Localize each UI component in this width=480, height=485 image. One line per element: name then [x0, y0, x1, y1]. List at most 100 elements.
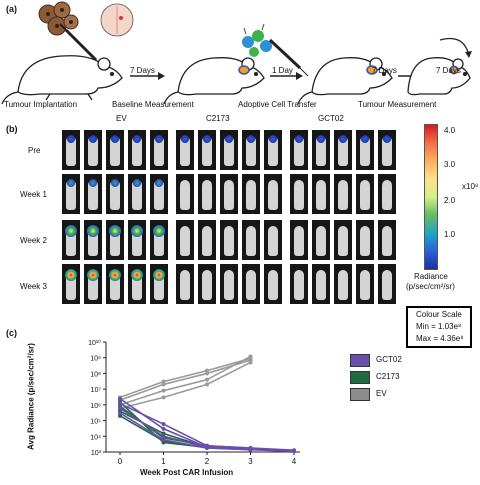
radiance-signal — [317, 135, 325, 143]
mouse-silhouette — [88, 180, 98, 210]
mouse-silhouette — [66, 180, 76, 210]
colour-scale-title: Colour Scale — [416, 310, 462, 319]
legend-swatch-ev — [350, 388, 370, 401]
mouse-silhouette — [338, 226, 348, 256]
y-tick-label: 10⁹ — [90, 356, 101, 363]
mouse-image-c2173-row2 — [198, 220, 216, 260]
mouse-image-ev-row1 — [106, 174, 124, 214]
mouse-silhouette — [382, 270, 392, 300]
mouse-image-ev-row1 — [128, 174, 146, 214]
mouse-silhouette — [316, 180, 326, 210]
radiance-signal — [109, 225, 121, 237]
legend-swatch-gct02 — [350, 354, 370, 367]
y-tick-label: 10⁴ — [90, 434, 101, 441]
mouse-silhouette — [316, 270, 326, 300]
mouse-image-ev-row0 — [84, 130, 102, 170]
radiance-signal — [65, 225, 77, 237]
mouse-image-c2173-row1 — [198, 174, 216, 214]
mouse-image-ev-row2 — [62, 220, 80, 260]
mouse-silhouette — [246, 136, 256, 166]
data-point-gct02 — [161, 437, 166, 442]
data-point-ev — [161, 395, 166, 400]
mouse-image-ev-row1 — [84, 174, 102, 214]
legend-item-c2173: C2173 — [350, 371, 422, 384]
mouse-silhouette — [132, 180, 142, 210]
colorbar-tick-2: 2.0 — [444, 196, 456, 205]
mouse-silhouette — [66, 136, 76, 166]
radiance-signal — [153, 269, 165, 281]
mouse-image-ev-row2 — [106, 220, 124, 260]
row-label-pre: Pre — [28, 146, 41, 155]
mouse-image-c2173-row1 — [264, 174, 282, 214]
radiance-signal — [87, 225, 99, 237]
colour-scale-max: Max = 4.36e⁸ — [416, 334, 464, 343]
mouse-silhouette — [338, 136, 348, 166]
mouse-image-gct02-row0 — [334, 130, 352, 170]
tumour-cells-icon — [38, 1, 79, 36]
radiance-signal — [269, 135, 277, 143]
mouse-silhouette — [180, 270, 190, 300]
mouse-image-gct02-row2 — [290, 220, 308, 260]
radiance-signal — [89, 135, 97, 143]
legend-label-gct02: GCT02 — [376, 355, 402, 364]
mouse-image-ev-row3 — [106, 264, 124, 304]
timeline-illustration — [1, 1, 472, 105]
mouse-silhouette — [338, 180, 348, 210]
mouse-image-gct02-row1 — [334, 174, 352, 214]
mouse-silhouette — [360, 180, 370, 210]
mouse-silhouette — [132, 226, 142, 256]
row-label-week3: Week 3 — [20, 282, 47, 291]
radiance-signal — [383, 135, 391, 143]
data-point-c2173 — [118, 413, 122, 418]
panel-c-label: (c) — [6, 328, 17, 338]
mouse-silhouette — [316, 136, 326, 166]
mouse-image-gct02-row3 — [334, 264, 352, 304]
mouse-image-gct02-row3 — [290, 264, 308, 304]
legend-item-gct02: GCT02 — [350, 354, 422, 367]
mouse-image-c2173-row0 — [220, 130, 238, 170]
radiance-signal — [133, 135, 141, 143]
radiance-signal — [181, 135, 189, 143]
arrow-label-4: 7 Days — [436, 66, 461, 75]
data-point-gct02 — [292, 449, 296, 454]
data-point-gct02 — [161, 422, 166, 427]
mouse-silhouette — [180, 226, 190, 256]
arrow-label-2: 1 Day — [272, 66, 293, 75]
mouse-silhouette — [294, 180, 304, 210]
mouse-silhouette — [154, 270, 164, 300]
mouse-image-c2173-row2 — [176, 220, 194, 260]
mouse-silhouette — [154, 136, 164, 166]
mouse-silhouette — [246, 180, 256, 210]
radiance-signal — [89, 179, 97, 187]
mouse-image-ev-row3 — [128, 264, 146, 304]
mouse-image-ev-row0 — [128, 130, 146, 170]
mouse-image-ev-row2 — [84, 220, 102, 260]
row-label-week2: Week 2 — [20, 236, 47, 245]
mouse-silhouette — [88, 270, 98, 300]
data-point-ev — [248, 360, 253, 365]
mouse-image-c2173-row3 — [220, 264, 238, 304]
mouse-image-c2173-row0 — [264, 130, 282, 170]
mouse-silhouette — [382, 180, 392, 210]
mouse-image-gct02-row3 — [378, 264, 396, 304]
radiance-colorbar — [424, 124, 438, 270]
mouse-image-ev-row3 — [150, 264, 168, 304]
mouse-image-ev-row0 — [150, 130, 168, 170]
car-t-cells-icon — [242, 23, 272, 57]
colorbar-tick-3: 3.0 — [444, 160, 456, 169]
series-line-ev — [119, 355, 251, 406]
mouse-image-gct02-row3 — [312, 264, 330, 304]
mouse-silhouette — [382, 136, 392, 166]
mouse-silhouette — [268, 180, 278, 210]
legend-label-c2173: C2173 — [376, 372, 400, 381]
group-label-ev: EV — [116, 114, 127, 123]
mouse-silhouette — [110, 136, 120, 166]
mouse-silhouette — [202, 180, 212, 210]
mouse-silhouette — [268, 270, 278, 300]
arrow-label-1: 7 Days — [130, 66, 155, 75]
data-point-ev — [161, 382, 166, 387]
data-point-ev — [248, 354, 253, 359]
mouse-silhouette — [268, 136, 278, 166]
mouse-silhouette — [154, 180, 164, 210]
